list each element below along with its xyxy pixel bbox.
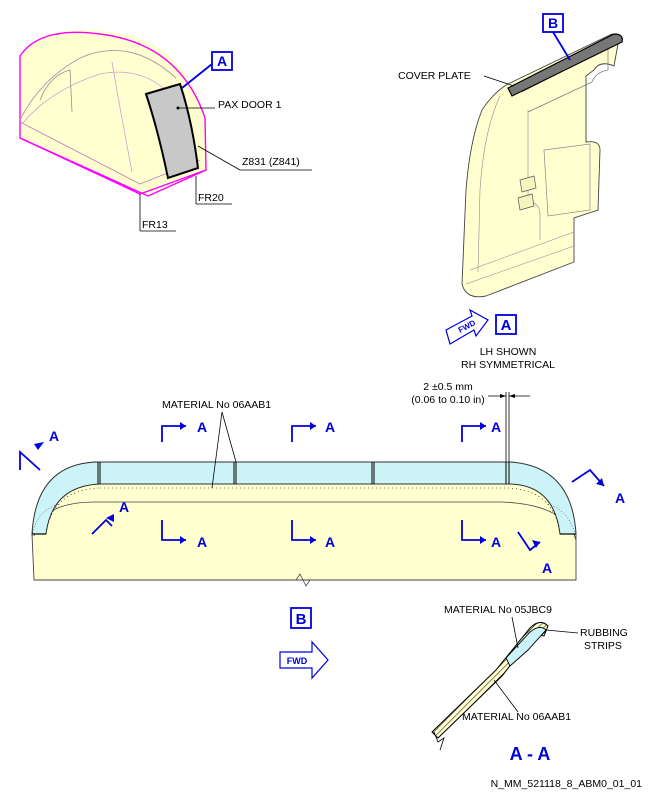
svg-text:A: A (119, 499, 129, 515)
svg-text:A: A (197, 534, 207, 550)
section-a-a-title: A - A (510, 744, 551, 764)
view-b-cover-plate (31, 461, 577, 587)
view-b-callout: B (542, 13, 571, 61)
fwd-arrow-view-b: FWD (279, 640, 329, 680)
svg-text:A: A (325, 419, 335, 435)
rubbing-strips-label-line1: RUBBING (580, 627, 628, 639)
section-a-markers: A A A A A A A A A A (19, 419, 625, 576)
fr13-label: FR13 (142, 219, 168, 231)
cover-plate (507, 33, 623, 97)
material-05jbc9-label: MATERIAL No 05JBC9 (444, 604, 552, 616)
view-a-label-box (495, 314, 517, 335)
figure-id: N_MM_521118_8_ABM0_01_01 (491, 778, 643, 790)
material-06aab1-bottom-label: MATERIAL No 06AAB1 (462, 711, 571, 723)
svg-text:A: A (615, 490, 625, 506)
view-a-label: A (501, 317, 512, 334)
fr20-label: FR20 (198, 192, 224, 204)
fuselage-section-view (19, 29, 207, 197)
door-detail-view (461, 33, 623, 298)
view-b-label-box (290, 607, 312, 629)
svg-text:B: B (548, 15, 558, 31)
material-06aab1-top-label: MATERIAL No 06AAB1 (162, 399, 271, 411)
gap-mm-label: 2 ±0.5 mm (423, 381, 473, 393)
section-a-a-view (431, 622, 549, 751)
pax-door-label: PAX DOOR 1 (218, 99, 282, 111)
svg-text:A: A (197, 419, 207, 435)
zone-label: Z831 (Z841) (242, 156, 300, 168)
gap-in-label: (0.06 to 0.10 in) (411, 394, 485, 406)
svg-text:A: A (491, 534, 501, 550)
svg-text:A: A (491, 419, 501, 435)
rubbing-strips-label-line2: STRIPS (584, 640, 622, 652)
view-a-callout: A (181, 51, 233, 89)
view-b-label: B (296, 611, 307, 628)
svg-text:A: A (49, 428, 59, 444)
svg-text:A: A (217, 53, 227, 69)
fwd-arrow-view-a: FWD (445, 308, 489, 345)
lh-shown-label: LH SHOWN (480, 346, 537, 358)
cover-plate-label: COVER PLATE (398, 70, 471, 82)
pax-door-1-panel (144, 82, 200, 180)
svg-text:FWD: FWD (287, 656, 308, 666)
svg-text:A: A (542, 560, 552, 576)
section-rubbing-strip (505, 627, 547, 667)
rh-symmetrical-label: RH SYMMETRICAL (461, 359, 555, 371)
svg-text:A: A (325, 534, 335, 550)
